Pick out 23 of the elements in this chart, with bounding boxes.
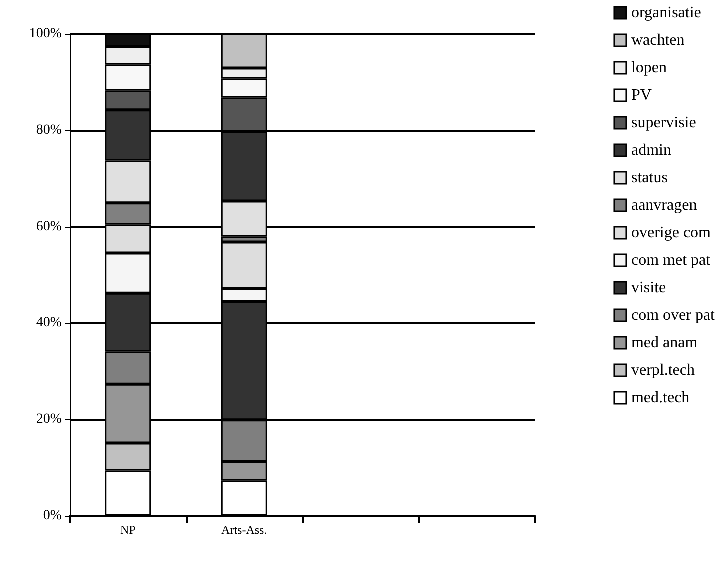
y-tick-label: 80% — [36, 122, 62, 138]
x-tick-label: Arts-Ass. — [222, 523, 268, 537]
legend-label: aanvragen — [631, 197, 698, 214]
legend-label: verpl.tech — [631, 362, 696, 379]
legend-label: com met pat — [631, 252, 712, 269]
y-tick-label: 0% — [43, 508, 62, 524]
legend-label: status — [631, 170, 668, 186]
legend-label: wachten — [631, 32, 685, 49]
legend-label: med anam — [631, 334, 698, 352]
y-tick-label: 60% — [36, 219, 62, 234]
legend-label: com over pat — [631, 307, 716, 324]
y-tick-label: 40% — [36, 316, 62, 331]
legend-label: supervisie — [631, 114, 696, 132]
legend-label: visite — [631, 280, 666, 296]
y-tick-label: 100% — [29, 26, 62, 42]
x-tick-label: NP — [120, 523, 136, 537]
legend-label: med.tech — [631, 390, 690, 406]
y-tick-label: 20% — [36, 412, 62, 428]
legend-label: organisatie — [631, 4, 702, 22]
legend-label: PV — [631, 87, 652, 104]
legend-label: lopen — [631, 60, 668, 76]
legend-label: overige com — [631, 224, 712, 242]
legend-label: admin — [631, 142, 672, 159]
